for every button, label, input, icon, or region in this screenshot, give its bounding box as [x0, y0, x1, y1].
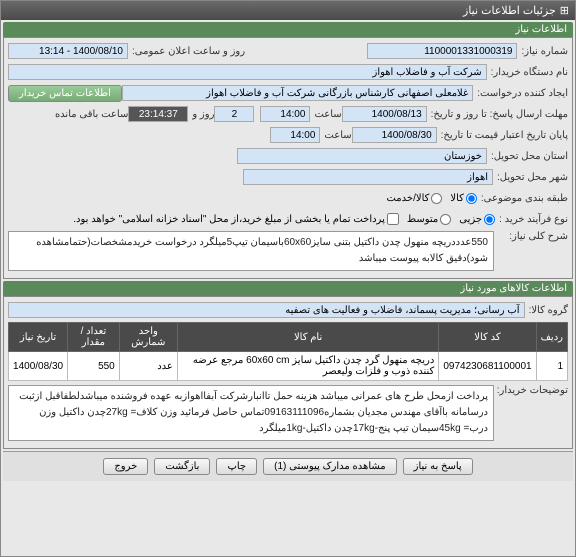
table-header-row: ردیفکد کالانام کالاواحد شمارشتعداد / مقد…: [9, 323, 568, 352]
validity-time-label: ساعت: [324, 130, 351, 141]
buytype-label: نوع فرآیند خرید :: [499, 214, 568, 225]
need-no-label: شماره نیاز:: [521, 46, 568, 57]
radio-khadamat-input[interactable]: [431, 193, 442, 204]
contact-button[interactable]: اطلاعات تماس خریدار: [8, 85, 122, 102]
days-field: 2: [214, 106, 254, 122]
buyer-label: نام دستگاه خریدار:: [491, 67, 568, 78]
buyer-field: شرکت آب و فاضلاب اهواز: [8, 64, 487, 80]
window-title: جزئیات اطلاعات نیاز: [463, 4, 556, 17]
radio-kala[interactable]: کالا: [450, 193, 477, 204]
table-cell: دریچه منهول گرد چدن داکتیل سایز 60x60 cm…: [177, 352, 438, 381]
table-cell: عدد: [119, 352, 177, 381]
items-body: گروه کالا: آب رسانی؛ مدیریت پسماند، فاضل…: [3, 296, 573, 449]
content: اطلاعات نیاز شماره نیاز: 110000133100031…: [1, 20, 575, 483]
table-header-cell: کد کالا: [439, 323, 536, 352]
table-cell: 550: [68, 352, 120, 381]
desc-label: شرح کلی نیاز:: [498, 231, 568, 242]
deadline-date-field: 1400/08/13: [342, 106, 427, 122]
table-header-cell: تعداد / مقدار: [68, 323, 120, 352]
section-header-info: اطلاعات نیاز: [3, 22, 573, 37]
table-cell: 1: [536, 352, 567, 381]
group-label: گروه کالا:: [529, 305, 568, 316]
table-cell: 0974230681100001: [439, 352, 536, 381]
province-label: استان محل تحویل:: [491, 151, 568, 162]
need-no-field: 1100001331000319: [367, 43, 517, 59]
reply-button[interactable]: پاسخ به نیاز: [403, 458, 473, 475]
radio-mid-label: متوسط: [407, 214, 438, 225]
attachments-button[interactable]: مشاهده مدارک پیوستی (1): [263, 458, 397, 475]
table-header-cell: ردیف: [536, 323, 567, 352]
chk-treasury-label: پرداخت تمام یا بخشی از مبلغ خرید،از محل …: [73, 214, 385, 225]
countdown-field: 23:14:37: [128, 106, 188, 122]
window: ⊞ جزئیات اطلاعات نیاز اطلاعات نیاز شماره…: [0, 0, 576, 557]
announce-label: روز و ساعت اعلان عمومی:: [132, 46, 245, 57]
city-field: اهواز: [243, 169, 493, 185]
classify-label: طبقه بندی موضوعی:: [481, 193, 568, 204]
group-field: آب رسانی؛ مدیریت پسماند، فاضلاب و فعالیت…: [8, 302, 525, 318]
radio-kala-input[interactable]: [466, 193, 477, 204]
creator-label: ایجاد کننده درخواست:: [477, 88, 568, 99]
table-row[interactable]: 10974230681100001دریچه منهول گرد چدن داک…: [9, 352, 568, 381]
chk-treasury-input[interactable]: [387, 213, 399, 225]
explain-text: پرداخت ازمحل طرح های عمرانی میباشد هزینه…: [8, 385, 494, 441]
validity-time-field: 14:00: [270, 127, 320, 143]
radio-khadamat[interactable]: کالا/خدمت: [386, 193, 442, 204]
table-header-cell: تاریخ نیاز: [9, 323, 68, 352]
city-label: شهر محل تحویل:: [497, 172, 568, 183]
validity-label: پایان تاریخ اعتبار قیمت تا تاریخ:: [441, 130, 568, 141]
deadline-label: مهلت ارسال پاسخ: تا روز و تاریخ:: [431, 109, 568, 120]
table-header-cell: نام کالا: [177, 323, 438, 352]
deadline-time-label: ساعت: [314, 109, 341, 120]
radio-khadamat-label: کالا/خدمت: [386, 193, 429, 204]
remain-label: ساعت باقی مانده: [55, 109, 128, 120]
radio-partial-input[interactable]: [484, 214, 495, 225]
radio-partial-label: جزیی: [459, 214, 482, 225]
titlebar: ⊞ جزئیات اطلاعات نیاز: [1, 1, 575, 20]
validity-date-field: 1400/08/30: [352, 127, 437, 143]
announce-field: 1400/08/10 - 13:14: [8, 43, 128, 59]
radio-kala-label: کالا: [450, 193, 464, 204]
radio-mid-input[interactable]: [440, 214, 451, 225]
footer: پاسخ به نیاز مشاهده مدارک پیوستی (1) چاپ…: [3, 451, 573, 481]
table-header-cell: واحد شمارش: [119, 323, 177, 352]
exit-button[interactable]: خروج: [103, 458, 148, 475]
radio-partial[interactable]: جزیی: [459, 214, 495, 225]
window-icon: ⊞: [560, 4, 569, 17]
back-button[interactable]: بازگشت: [154, 458, 210, 475]
desc-text: 550عدددریچه منهول چدن داکتیل بتنی سایز60…: [8, 231, 494, 271]
days-label-text: روز و: [192, 109, 214, 120]
province-field: خوزستان: [237, 148, 487, 164]
section-header-items: اطلاعات کالاهای مورد نیاز: [3, 281, 573, 296]
print-button[interactable]: چاپ: [216, 458, 257, 475]
items-table: ردیفکد کالانام کالاواحد شمارشتعداد / مقد…: [8, 322, 568, 381]
table-body: 10974230681100001دریچه منهول گرد چدن داک…: [9, 352, 568, 381]
creator-field: غلامعلی اصفهانی کارشناس بازرگانی شرکت آب…: [122, 85, 473, 101]
deadline-time-field: 14:00: [260, 106, 310, 122]
explain-label: توضیحات خریدار:: [498, 385, 568, 396]
info-body: شماره نیاز: 1100001331000319 روز و ساعت …: [3, 37, 573, 279]
table-cell: 1400/08/30: [9, 352, 68, 381]
radio-mid[interactable]: متوسط: [407, 214, 451, 225]
chk-treasury[interactable]: پرداخت تمام یا بخشی از مبلغ خرید،از محل …: [73, 213, 399, 225]
